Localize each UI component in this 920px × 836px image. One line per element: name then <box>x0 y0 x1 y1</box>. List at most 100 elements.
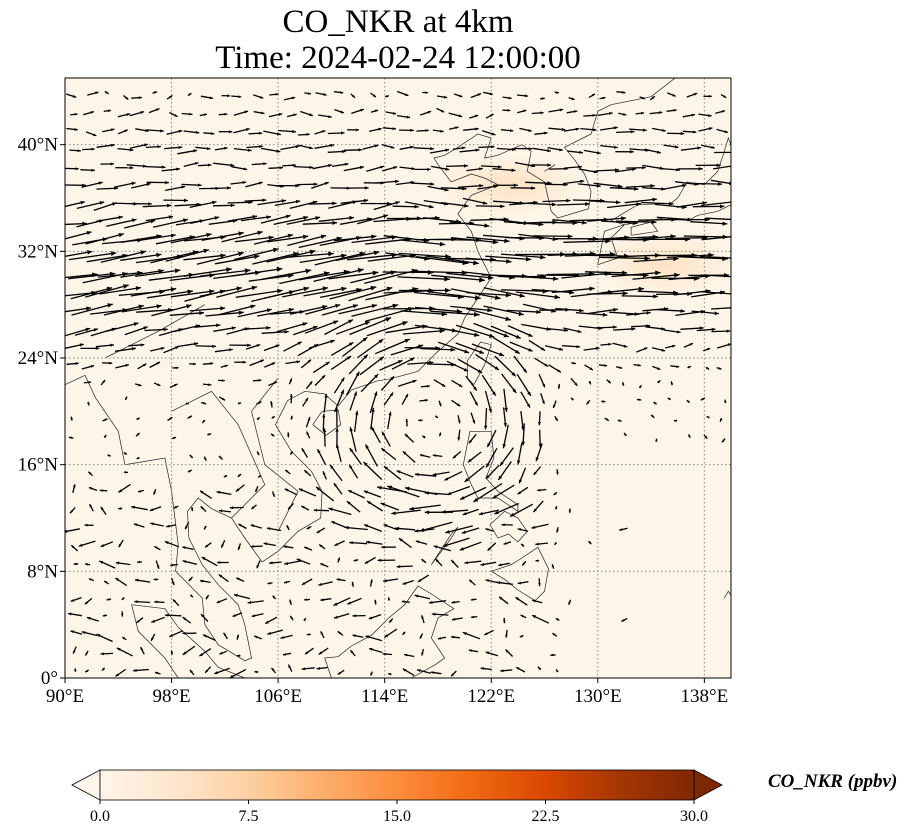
wind-vector <box>369 579 373 587</box>
vector-shaft <box>587 217 627 222</box>
vector-head <box>182 546 186 549</box>
vector-head <box>250 524 255 528</box>
vector-shaft <box>572 199 605 202</box>
wind-vector <box>284 488 298 496</box>
wind-vector <box>404 201 434 209</box>
wind-vector <box>65 250 93 257</box>
wind-vector <box>189 200 217 209</box>
vector-head <box>275 344 280 348</box>
wind-vector <box>532 234 573 239</box>
wind-vector <box>323 393 328 413</box>
wind-vector <box>342 336 368 357</box>
wind-vector <box>551 564 555 569</box>
vector-shaft <box>147 290 193 299</box>
vector-shaft <box>466 291 512 297</box>
vector-shaft <box>600 273 649 277</box>
vector-head <box>538 443 542 448</box>
vector-head <box>154 546 158 549</box>
vector-shaft <box>235 289 283 298</box>
vector-head <box>402 451 407 455</box>
vector-head <box>568 601 571 605</box>
wind-vector <box>314 374 326 386</box>
wind-vector <box>386 485 420 498</box>
border-line <box>171 390 266 519</box>
wind-vector <box>377 558 396 562</box>
vector-head <box>566 198 571 203</box>
vector-head <box>441 311 448 317</box>
lat-tick-label: 32°N <box>18 241 59 262</box>
wind-vector <box>272 595 277 600</box>
vector-head <box>484 632 488 635</box>
wind-vector <box>345 371 360 396</box>
vector-head <box>281 199 286 203</box>
wind-vector <box>485 579 498 584</box>
wind-vector <box>70 630 83 635</box>
vector-head <box>187 289 193 295</box>
wind-vector <box>496 581 513 585</box>
wind-vector <box>601 400 606 403</box>
vector-shaft <box>69 252 117 261</box>
wind-vector <box>615 219 657 225</box>
vector-head <box>124 396 128 400</box>
vector-head <box>500 461 504 466</box>
vector-head <box>708 252 714 258</box>
vector-head <box>638 286 644 292</box>
wind-vector <box>261 268 312 280</box>
vector-shaft <box>233 248 279 261</box>
vector-head <box>149 508 154 511</box>
wind-vector <box>173 505 179 509</box>
wind-vector <box>87 401 90 406</box>
wind-vector <box>432 471 450 476</box>
map-background <box>65 78 731 678</box>
wind-vector <box>509 341 533 352</box>
vector-head <box>302 234 309 240</box>
wind-vector <box>308 201 337 206</box>
vector-head <box>88 381 92 384</box>
vector-head <box>96 634 101 638</box>
wind-vector <box>368 613 382 620</box>
wind-vector <box>349 391 358 411</box>
vector-shaft <box>514 275 559 280</box>
vector-head <box>214 671 218 674</box>
vector-shaft <box>106 322 139 333</box>
vector-head <box>531 525 536 529</box>
vector-shaft <box>606 203 642 209</box>
wind-vector <box>414 270 468 276</box>
vector-head <box>381 448 386 452</box>
vector-head <box>86 231 92 235</box>
wind-vector <box>204 666 212 674</box>
vector-head <box>378 339 384 344</box>
vector-shaft <box>85 233 124 245</box>
vector-shaft <box>483 305 524 316</box>
vector-head <box>219 455 222 459</box>
wind-vector <box>134 578 151 583</box>
wind-vector <box>387 411 392 430</box>
vector-head <box>349 448 354 452</box>
vector-head <box>553 492 557 495</box>
vector-shaft <box>237 308 272 318</box>
vector-head <box>186 304 192 309</box>
vector-head <box>285 470 289 473</box>
vector-head <box>341 377 345 382</box>
wind-vector <box>363 461 383 481</box>
wind-vector <box>200 613 209 622</box>
vector-head <box>369 648 373 651</box>
vector-head <box>424 491 429 495</box>
vector-head <box>193 362 196 366</box>
vector-head <box>421 615 424 619</box>
wind-vector <box>328 270 379 280</box>
wind-vector <box>420 384 430 388</box>
wind-vector <box>551 286 595 294</box>
wind-vector <box>134 383 142 387</box>
vector-head <box>175 366 179 370</box>
wind-vector <box>318 647 329 656</box>
vector-shaft <box>404 201 434 209</box>
wind-vector <box>236 634 240 640</box>
wind-vector <box>705 217 731 221</box>
vector-head <box>118 507 121 510</box>
wind-vector <box>600 342 612 346</box>
vector-head <box>622 291 628 296</box>
vector-head <box>85 563 88 566</box>
wind-vector <box>373 201 400 211</box>
vector-head <box>527 391 531 396</box>
